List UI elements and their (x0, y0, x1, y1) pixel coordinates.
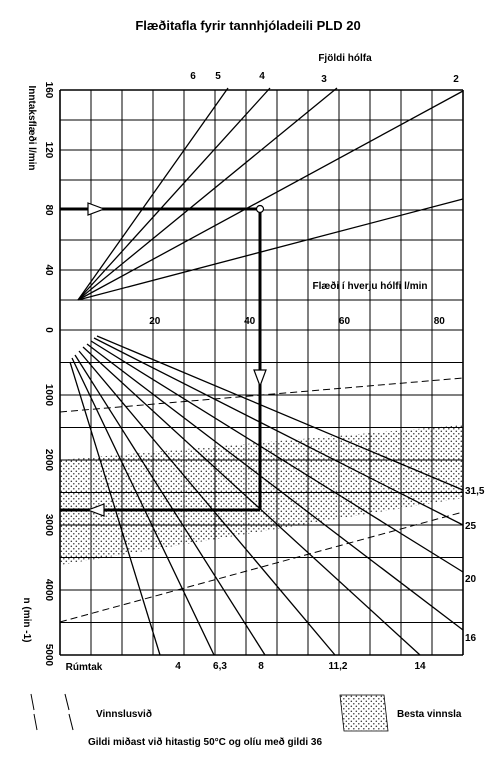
flow-per-section-tick-label: 40 (244, 316, 256, 327)
upper-y-tick-label: 120 (43, 142, 54, 159)
example-point-marker (255, 204, 265, 214)
section-line-2 (77, 198, 464, 301)
displacement-line-11-2 (78, 350, 336, 656)
section-lines (77, 87, 464, 301)
displacement-label: 11,2 (329, 661, 348, 672)
operating-range-legend-label: Vinnslusvið (96, 708, 152, 720)
chart-title: Flæðitafla fyrir tannhjóladeili PLD 20 (135, 18, 360, 33)
section-count-label: 2 (453, 74, 459, 85)
displacement-line-8 (74, 354, 266, 656)
section-line-5 (77, 87, 271, 301)
displacement-axis-title: Rúmtak (66, 662, 103, 673)
displacement-line-20 (90, 340, 464, 573)
displacement-label: 16 (465, 633, 477, 644)
tick-labels: 160 120 80 40 0 1000 2000 3000 4000 5000 20 40 60 80 6… (43, 71, 485, 672)
displacement-label: 4 (175, 661, 181, 672)
best-efficiency-legend-label: Besta vinnsla (397, 709, 462, 720)
section-line-4 (77, 87, 338, 301)
arrowhead-right (87, 202, 106, 216)
displacement-line-16 (86, 343, 464, 631)
arrowhead-left (86, 503, 105, 517)
upper-y-tick-label: 80 (43, 204, 54, 216)
arrowhead-down (253, 369, 267, 388)
best-efficiency-legend-swatch (339, 694, 389, 732)
displacement-label: 8 (258, 661, 264, 672)
displacement-label: 25 (465, 521, 477, 532)
footer-note: Gildi miðast við hitastig 50°C og olíu m… (88, 736, 322, 748)
lower-y-tick-label: 2000 (43, 449, 54, 472)
section-count-label: 4 (259, 71, 265, 82)
operating-range-legend-symbol (30, 693, 74, 731)
upper-y-axis-title: Inntaksflæði l/min (26, 85, 38, 170)
lower-y-tick-label: 3000 (43, 514, 54, 537)
flow-per-section-axis-title: Flæði í hverju hólfi l/min (312, 280, 427, 292)
lower-y-axis-title: n (min -1) (21, 598, 32, 643)
displacement-label: 31,5 (465, 486, 485, 497)
section-count-label: 3 (321, 74, 327, 85)
lower-y-tick-label: 1000 (43, 384, 54, 407)
flow-per-section-tick-label: 20 (149, 316, 161, 327)
displacement-line-25 (93, 337, 464, 526)
section-line-3 (77, 90, 464, 301)
section-count-label: 5 (215, 71, 221, 82)
upper-y-tick-label: 160 (43, 82, 54, 99)
displacement-label: 6,3 (213, 661, 227, 672)
displacement-line-6-3 (71, 357, 215, 656)
upper-y-tick-label: 40 (43, 264, 54, 276)
section-count-label: 6 (190, 71, 196, 82)
operating-range-lower-line (59, 511, 464, 623)
section-line-6 (77, 87, 229, 301)
lower-y-tick-label: 4000 (43, 579, 54, 602)
flow-per-section-tick-label: 60 (339, 316, 351, 327)
flow-per-section-tick-label: 80 (434, 316, 446, 327)
legend: Vinnslusvið Besta vinnsla (30, 693, 462, 732)
upper-y-tick-label: 0 (43, 327, 54, 333)
displacement-line-31-5 (96, 335, 464, 491)
displacement-label: 20 (465, 574, 477, 585)
displacement-label: 14 (414, 661, 426, 672)
displacement-line-14 (82, 346, 421, 656)
lower-y-tick-label: 5000 (43, 644, 54, 667)
sections-axis-title: Fjöldi hólfa (318, 53, 372, 64)
